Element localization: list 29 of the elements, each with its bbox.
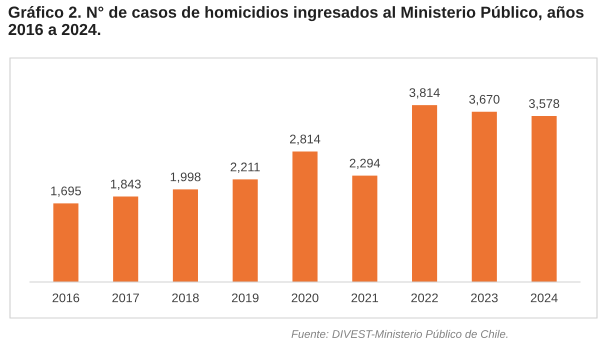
x-tick-label: 2016: [52, 293, 80, 302]
bar: [53, 203, 78, 282]
x-tick-label: 2022: [411, 293, 438, 302]
x-tick-label: 2020: [292, 293, 318, 302]
bar: [292, 151, 318, 282]
data-label: 3,814: [409, 88, 440, 99]
bar: [232, 179, 258, 282]
bar: [113, 196, 138, 282]
data-label: 2,814: [290, 134, 320, 145]
data-label: 1,695: [51, 186, 81, 197]
x-tick-label: 2019: [232, 293, 259, 302]
bar: [172, 189, 198, 282]
chart-title: Gráfico 2. N° de casos de homicidios ingresados al Ministerio Público, años 2016 a 2024.: [8, 6, 584, 36]
x-tick-label: 2018: [172, 293, 199, 302]
data-label: 3,578: [528, 99, 560, 110]
data-label: 1,843: [110, 180, 141, 190]
x-tick-label: 2021: [352, 293, 378, 302]
bar: [352, 176, 378, 282]
data-label: 1,998: [170, 172, 201, 183]
source-note: Fuente: DIVEST-Ministerio Público de Chile.: [292, 330, 508, 338]
bar: [412, 105, 438, 282]
data-label: 2,294: [350, 158, 380, 170]
x-tick-label: 2017: [112, 293, 139, 302]
x-tick-label: 2023: [471, 293, 498, 302]
bar: [472, 112, 497, 282]
data-label: 3,670: [469, 94, 500, 106]
x-tick-label: 2024: [530, 293, 558, 302]
bar: [532, 116, 557, 282]
data-label: 2,211: [230, 162, 260, 173]
